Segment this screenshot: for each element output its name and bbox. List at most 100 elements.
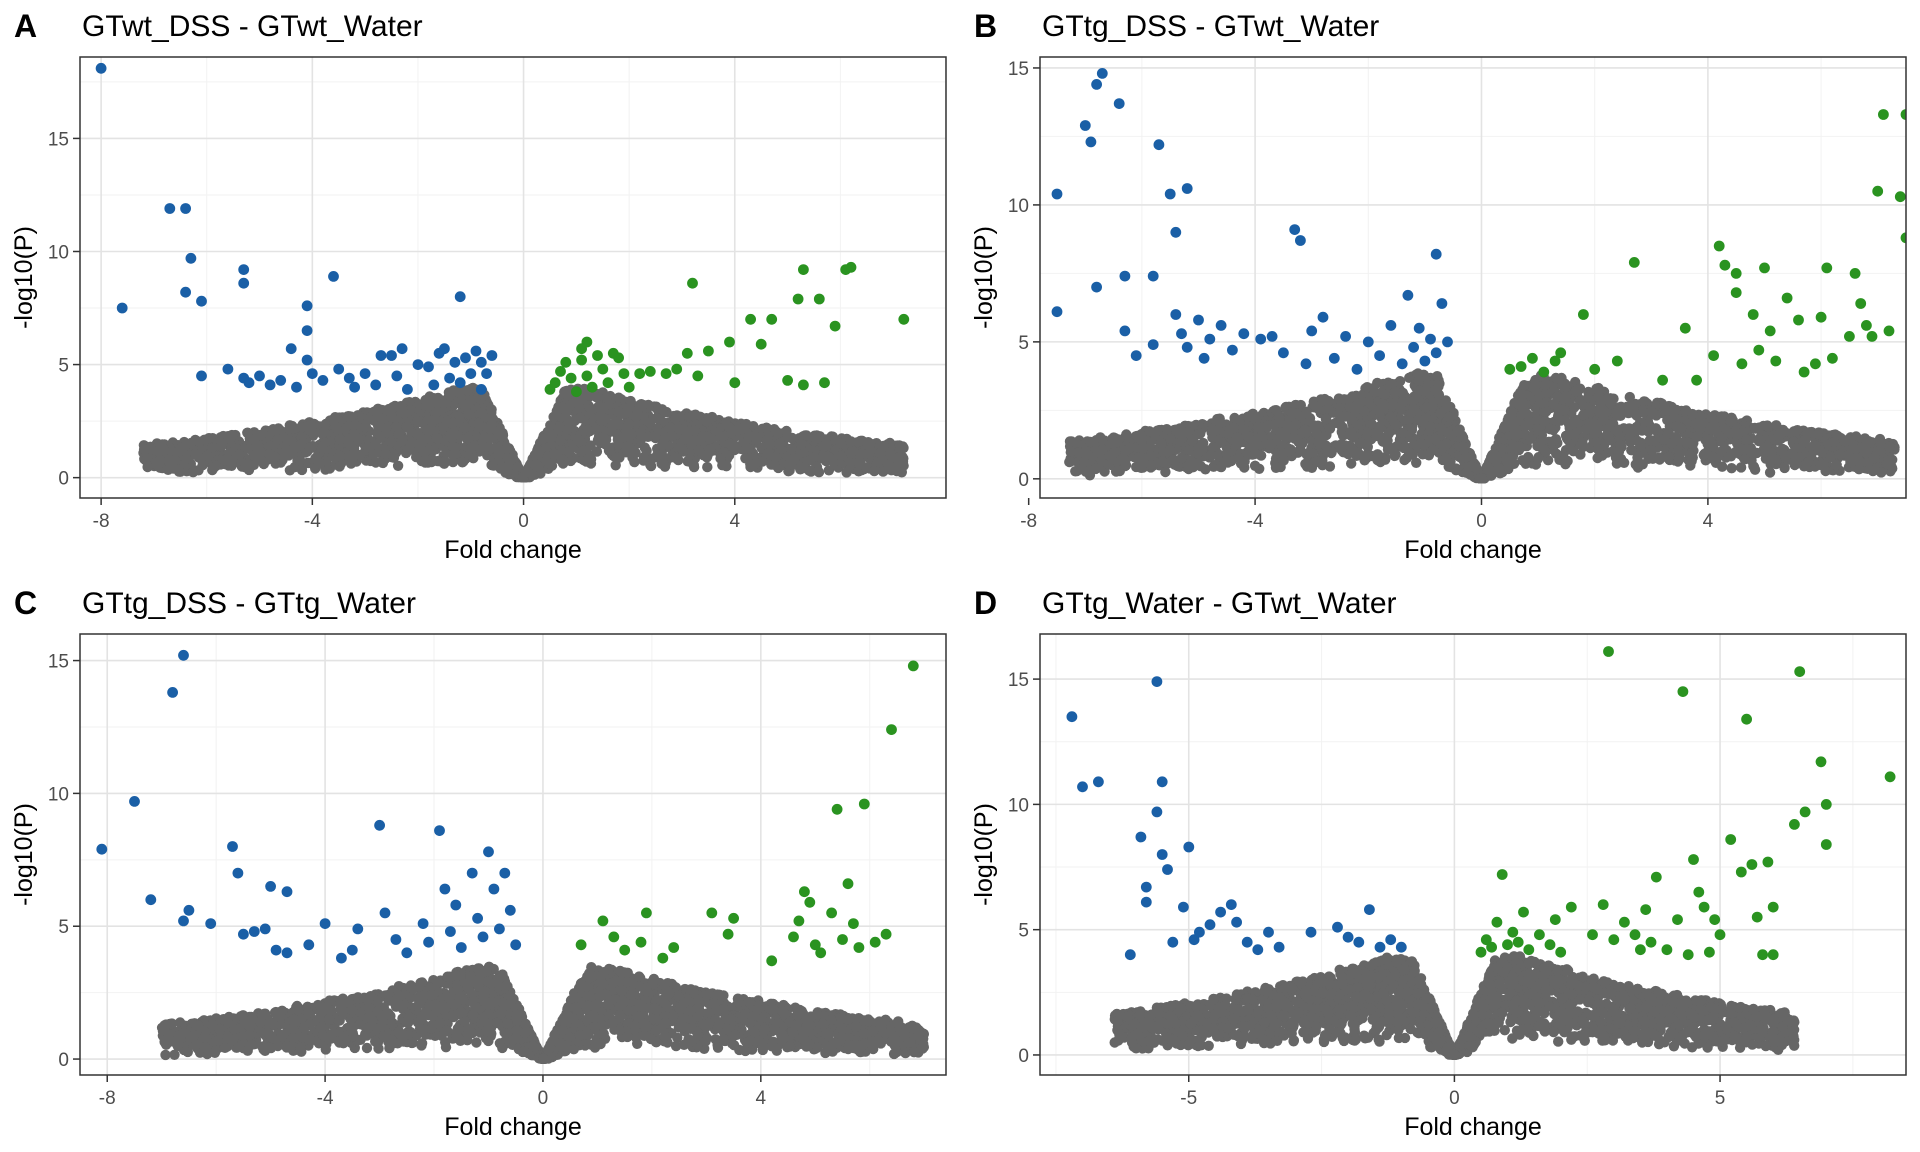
point-not-significant — [1632, 451, 1644, 462]
point-not-significant — [614, 452, 625, 463]
point-up-regulated — [813, 293, 825, 305]
point-up-regulated — [549, 377, 561, 389]
point-not-significant — [623, 441, 634, 452]
point-up-regulated — [581, 336, 593, 348]
point-up-regulated — [782, 375, 793, 386]
point-not-significant — [334, 434, 346, 445]
point-not-significant — [701, 416, 712, 427]
point-not-significant — [1289, 433, 1300, 444]
point-not-significant — [856, 448, 867, 459]
point-not-significant — [412, 429, 423, 440]
point-not-significant — [1853, 464, 1865, 475]
point-not-significant — [343, 411, 355, 423]
point-not-significant — [190, 448, 201, 460]
point-not-significant — [570, 396, 582, 407]
point-not-significant — [810, 433, 822, 444]
point-down-regulated — [349, 381, 360, 393]
point-up-regulated — [565, 372, 577, 384]
point-not-significant — [1592, 452, 1603, 464]
point-not-significant — [606, 425, 617, 437]
point-not-significant — [368, 449, 379, 460]
point-not-significant — [317, 443, 328, 454]
point-not-significant — [1868, 452, 1880, 464]
point-not-significant — [447, 449, 459, 461]
point-not-significant — [670, 413, 681, 424]
point-not-significant — [645, 460, 657, 472]
point-not-significant — [1176, 452, 1187, 464]
point-not-significant — [432, 398, 443, 409]
point-not-significant — [669, 452, 681, 463]
point-not-significant — [226, 429, 238, 441]
point-not-significant — [1387, 378, 1398, 390]
point-not-significant — [1324, 423, 1336, 434]
point-down-regulated — [238, 264, 250, 275]
point-not-significant — [1576, 399, 1588, 410]
point-not-significant — [651, 412, 662, 424]
point-not-significant — [1638, 396, 1650, 407]
point-not-significant — [318, 426, 330, 438]
point-not-significant — [486, 404, 497, 415]
point-not-significant — [723, 422, 735, 433]
point-not-significant — [1547, 436, 1558, 447]
point-not-significant — [1280, 426, 1291, 437]
point-down-regulated — [291, 381, 302, 393]
point-not-significant — [1544, 424, 1556, 435]
point-not-significant — [1161, 424, 1173, 435]
point-down-regulated — [391, 370, 403, 382]
panel-letter: A — [14, 8, 37, 44]
points — [95, 62, 910, 483]
y-tick-label: 5 — [58, 356, 69, 377]
point-not-significant — [796, 438, 807, 450]
point-not-significant — [561, 389, 572, 400]
point-not-significant — [419, 446, 430, 458]
point-not-significant — [432, 455, 443, 467]
point-not-significant — [1789, 459, 1801, 471]
point-not-significant — [770, 451, 781, 463]
point-not-significant — [704, 444, 716, 455]
point-not-significant — [314, 458, 326, 469]
point-down-regulated — [486, 350, 498, 361]
point-not-significant — [555, 435, 566, 446]
points — [1051, 68, 1906, 484]
point-not-significant — [578, 454, 589, 466]
point-not-significant — [495, 463, 506, 474]
point-down-regulated — [180, 203, 192, 214]
point-not-significant — [740, 453, 751, 464]
point-not-significant — [1394, 376, 1406, 387]
point-not-significant — [234, 449, 245, 460]
point-down-regulated — [301, 300, 313, 312]
point-not-significant — [585, 390, 596, 401]
point-up-regulated — [597, 363, 609, 375]
point-not-significant — [334, 461, 345, 472]
point-up-regulated — [618, 368, 630, 379]
point-not-significant — [335, 450, 346, 462]
point-not-significant — [689, 425, 700, 436]
point-not-significant — [548, 448, 560, 460]
point-not-significant — [1514, 441, 1525, 453]
point-not-significant — [190, 434, 201, 446]
point-down-regulated — [306, 368, 318, 379]
point-not-significant — [412, 416, 423, 427]
point-not-significant — [1155, 438, 1167, 449]
point-down-regulated — [301, 325, 313, 336]
point-not-significant — [752, 432, 763, 444]
point-down-regulated — [454, 291, 466, 303]
point-not-significant — [702, 431, 713, 442]
point-not-significant — [676, 443, 688, 454]
point-down-regulated — [375, 350, 387, 361]
point-not-significant — [656, 404, 668, 415]
point-not-significant — [349, 419, 360, 430]
y-tick-label: 10 — [48, 242, 69, 263]
point-down-regulated — [196, 370, 207, 382]
point-down-regulated — [386, 350, 397, 361]
point-not-significant — [1372, 377, 1383, 389]
point-not-significant — [1739, 454, 1750, 465]
point-not-significant — [359, 422, 371, 433]
point-not-significant — [823, 465, 835, 476]
point-down-regulated — [285, 343, 297, 355]
point-not-significant — [421, 424, 432, 435]
point-not-significant — [1336, 440, 1348, 452]
point-not-significant — [393, 401, 405, 412]
point-not-significant — [745, 461, 756, 473]
